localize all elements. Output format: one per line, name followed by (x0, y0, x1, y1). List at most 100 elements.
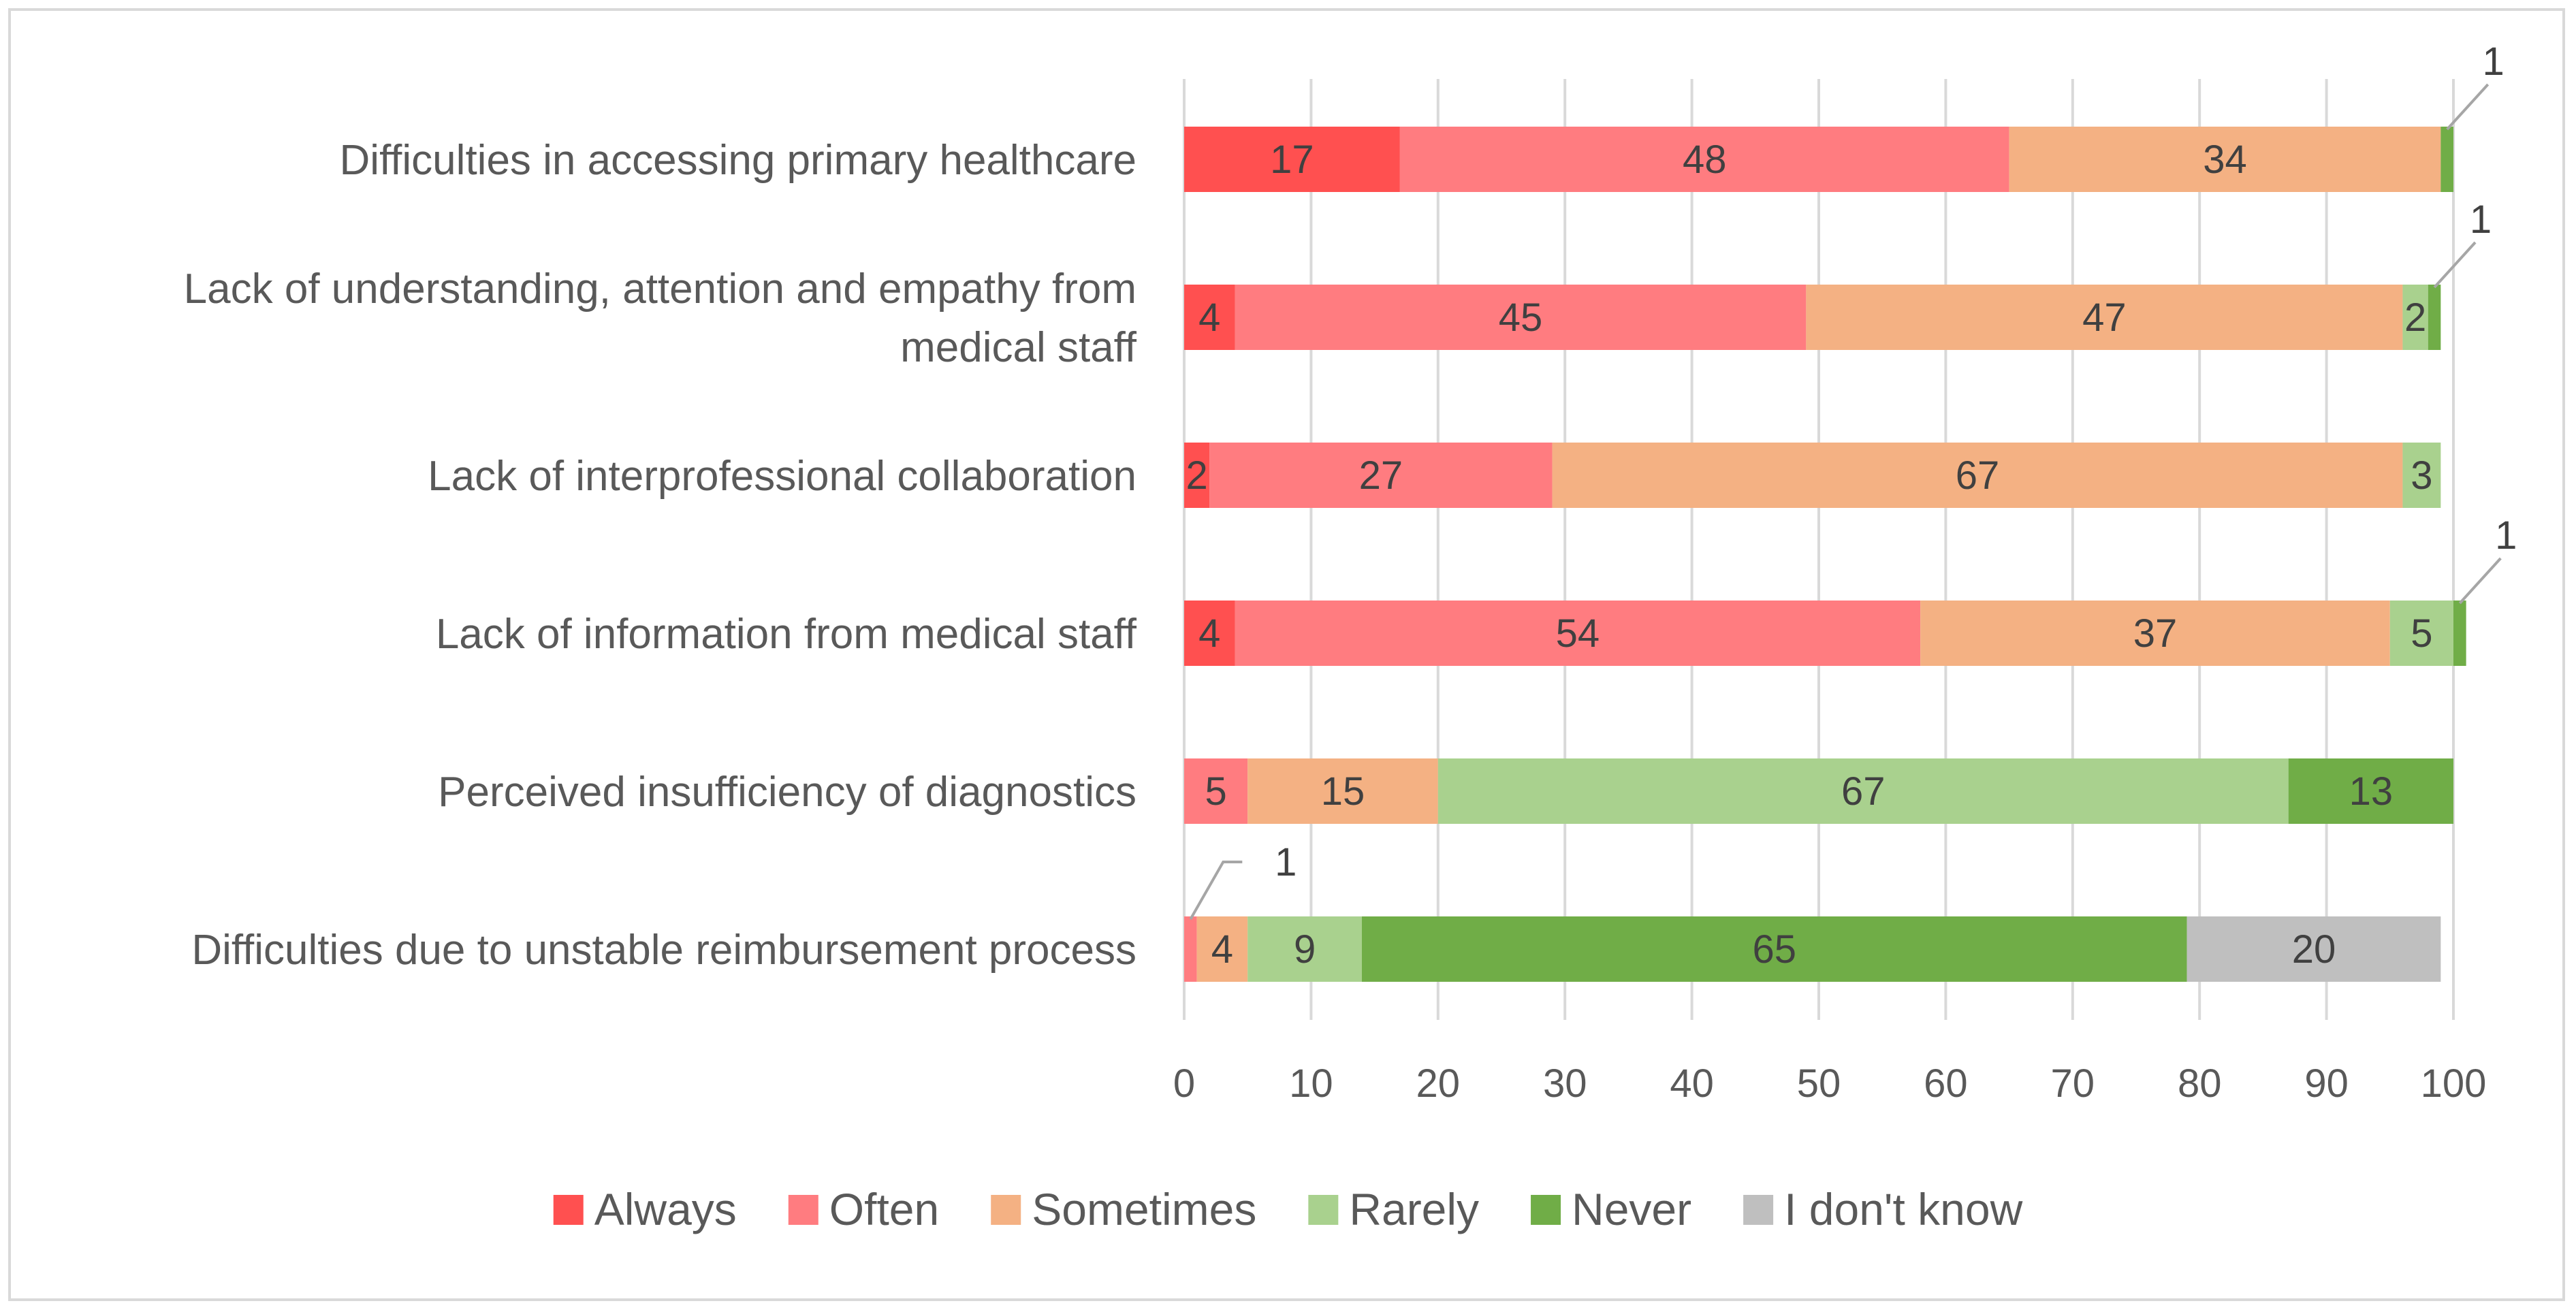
category-label: Perceived insufficiency of diagnostics (438, 769, 1136, 816)
data-label: 5 (2411, 611, 2432, 656)
category-label: Lack of interprofessional collaboration (428, 453, 1136, 500)
legend-item-sometimes: Sometimes (991, 1184, 1256, 1234)
data-label: 34 (2203, 138, 2247, 182)
bar-segment-never (2440, 127, 2453, 192)
bar-segment-often (1235, 285, 1807, 350)
data-label: 15 (1321, 769, 1365, 814)
data-label: 27 (1359, 453, 1403, 498)
callout-label: 1 (2470, 197, 2492, 242)
bar-segment-always (1184, 601, 1235, 666)
data-label: 13 (2349, 769, 2394, 814)
legend-label: Always (594, 1184, 737, 1234)
data-label: 2 (1186, 453, 1208, 498)
bar-segment-i-don-t-know (2187, 916, 2441, 982)
bar-segment-rarely (1247, 916, 1362, 982)
x-tick-label: 20 (1416, 1061, 1461, 1106)
callout-leader-line (2446, 83, 2490, 131)
data-label: 17 (1270, 138, 1314, 182)
legend-item-often: Often (788, 1184, 939, 1234)
x-tick-label: 0 (1173, 1061, 1195, 1106)
callout-label: 1 (1275, 840, 1297, 884)
bar-segment-always (1184, 127, 1400, 192)
bars (1184, 127, 2466, 982)
bar-segment-sometimes (1247, 758, 1438, 824)
x-tick-label: 80 (2178, 1061, 2222, 1106)
legend-swatch (788, 1195, 818, 1225)
callout-leader-line (2433, 241, 2477, 289)
callout-label: 1 (2483, 39, 2505, 84)
category-labels: Difficulties in accessing primary health… (184, 137, 1137, 974)
data-label: 9 (1294, 927, 1316, 972)
data-label: 2 (2404, 295, 2426, 340)
data-label: 5 (1205, 769, 1226, 814)
bar-segment-often (1209, 443, 1553, 508)
x-tick-label: 50 (1797, 1061, 1841, 1106)
x-tick-label: 90 (2304, 1061, 2349, 1106)
bar-segment-rarely (1437, 758, 2289, 824)
data-label: 20 (2292, 927, 2336, 972)
bar-segment-never (2428, 285, 2441, 350)
bar-segment-sometimes (1920, 601, 2390, 666)
x-tick-label: 40 (1670, 1061, 1714, 1106)
x-tick-label: 70 (2051, 1061, 2095, 1106)
callout-leader-line (1189, 861, 1243, 920)
legend-swatch (991, 1195, 1021, 1225)
legend-swatch (1308, 1195, 1339, 1225)
legend-swatch (1531, 1195, 1561, 1225)
data-label: 67 (1956, 453, 2000, 498)
category-label: Lack of understanding, attention and emp… (184, 266, 1136, 313)
bar-segment-rarely (2402, 285, 2428, 350)
category-label: Lack of information from medical staff (436, 611, 1137, 658)
bar-segment-often (1235, 601, 1921, 666)
bar-segment-never (2453, 601, 2466, 666)
legend-label: Sometimes (1032, 1184, 1256, 1234)
data-label: 3 (2411, 453, 2432, 498)
data-label: 67 (1841, 769, 1886, 814)
legend: Always Often Sometimes Rarely Never I don't k… (553, 1184, 2023, 1234)
bar-segment-rarely (2389, 601, 2453, 666)
legend-item-rarely: Rarely (1308, 1184, 1479, 1234)
callout: 1 (2433, 197, 2492, 289)
bar-segment-sometimes (2009, 127, 2441, 192)
category-label: Difficulties in accessing primary health… (340, 137, 1136, 184)
callout-leader-line (2458, 557, 2502, 605)
x-tick-label: 30 (1543, 1061, 1587, 1106)
legend-swatch (553, 1195, 584, 1225)
data-label: 4 (1198, 611, 1220, 656)
callout-label: 1 (2495, 513, 2517, 558)
x-axis: 0 10 20 30 40 50 60 70 80 90 100 (1173, 1061, 2487, 1106)
bar-segment-sometimes (1552, 443, 2403, 508)
stacked-bar-chart: 17 48 344 45 47 22 27 67 34 54 37 55 15 67 134 9 65 20 11… (184, 39, 2517, 1234)
callout: 1 (2458, 513, 2517, 605)
bar-segment-always (1184, 285, 1235, 350)
x-tick-label: 60 (1924, 1061, 1968, 1106)
callout: 1 (2446, 39, 2505, 131)
data-labels: 17 48 344 45 47 22 27 67 34 54 37 55 15 67 134 9 65 20 (1186, 138, 2433, 972)
bar-segment-sometimes (1806, 285, 2403, 350)
legend-label: I don't know (1784, 1184, 2022, 1234)
gridlines (1183, 79, 2455, 1020)
category-label: Difficulties due to unstable reimburseme… (191, 927, 1136, 974)
legend-label: Rarely (1349, 1184, 1479, 1234)
data-label: 65 (1753, 927, 1797, 972)
legend-item-always: Always (553, 1184, 737, 1234)
bar-segment-often (1399, 127, 2009, 192)
bar-segment-never (2288, 758, 2453, 824)
legend-item-i-don-t-know: I don't know (1743, 1184, 2023, 1234)
bar-segment-often (1184, 758, 1248, 824)
callout-labels: 1 1 1 1 (1189, 39, 2517, 920)
data-label: 45 (1499, 295, 1543, 340)
bar-segment-sometimes (1196, 916, 1248, 982)
x-tick-label: 100 (2421, 1061, 2487, 1106)
data-label: 37 (2133, 611, 2178, 656)
bar-segment-often (1184, 916, 1197, 982)
category-label: medical staff (900, 324, 1137, 371)
bar-segment-never (1361, 916, 2187, 982)
legend-item-never: Never (1531, 1184, 1691, 1234)
x-tick-label: 10 (1289, 1061, 1333, 1106)
bar-segment-always (1184, 443, 1210, 508)
legend-label: Never (1572, 1184, 1691, 1234)
legend-label: Often (829, 1184, 939, 1234)
data-label: 54 (1556, 611, 1600, 656)
